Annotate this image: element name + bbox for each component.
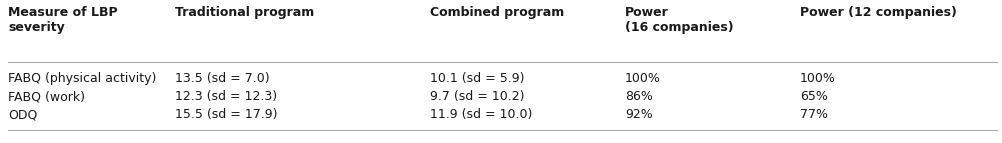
Text: 13.5 (sd = 7.0): 13.5 (sd = 7.0) [175,72,270,85]
Text: 92%: 92% [625,108,652,121]
Text: 100%: 100% [800,72,836,85]
Text: ODQ: ODQ [8,108,37,121]
Text: Measure of LBP
severity: Measure of LBP severity [8,6,117,34]
Text: 100%: 100% [625,72,661,85]
Text: Power
(16 companies): Power (16 companies) [625,6,733,34]
Text: Traditional program: Traditional program [175,6,315,19]
Text: 65%: 65% [800,90,828,103]
Text: FABQ (work): FABQ (work) [8,90,85,103]
Text: 77%: 77% [800,108,828,121]
Text: 10.1 (sd = 5.9): 10.1 (sd = 5.9) [430,72,524,85]
Text: 15.5 (sd = 17.9): 15.5 (sd = 17.9) [175,108,278,121]
Text: 11.9 (sd = 10.0): 11.9 (sd = 10.0) [430,108,532,121]
Text: 9.7 (sd = 10.2): 9.7 (sd = 10.2) [430,90,524,103]
Text: 86%: 86% [625,90,653,103]
Text: Power (12 companies): Power (12 companies) [800,6,957,19]
Text: 12.3 (sd = 12.3): 12.3 (sd = 12.3) [175,90,278,103]
Text: FABQ (physical activity): FABQ (physical activity) [8,72,156,85]
Text: Combined program: Combined program [430,6,564,19]
